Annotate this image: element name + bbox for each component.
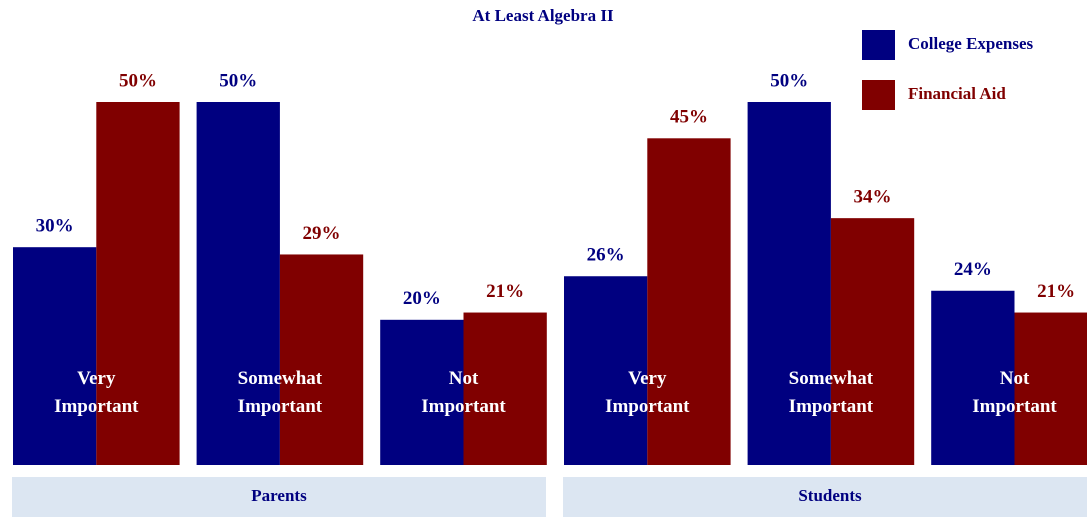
data-label: 26% xyxy=(587,245,625,266)
category-label: Somewhat Important xyxy=(789,368,874,417)
data-label: 50% xyxy=(770,70,808,91)
data-label: 34% xyxy=(854,187,892,208)
bar xyxy=(647,138,731,466)
category-label: Very Important xyxy=(605,368,690,417)
panel-label: Students xyxy=(798,486,862,505)
bar xyxy=(380,319,464,465)
bar xyxy=(96,102,180,465)
category-label: Not Important xyxy=(421,368,506,417)
data-label: 45% xyxy=(670,107,708,128)
bar xyxy=(931,290,1015,465)
legend-label: Financial Aid xyxy=(908,84,1006,103)
bar xyxy=(1014,312,1087,465)
bar xyxy=(830,218,915,465)
data-label: 21% xyxy=(1037,281,1075,302)
data-label: 29% xyxy=(303,223,341,244)
bar xyxy=(463,312,547,465)
panel-label-box xyxy=(563,477,1087,517)
category-label: Somewhat Important xyxy=(238,368,323,417)
panel-label: Parents xyxy=(251,486,307,505)
bar xyxy=(564,276,648,465)
bar xyxy=(279,254,364,465)
category-label: Very Important xyxy=(54,368,139,417)
data-label: 50% xyxy=(119,70,157,91)
legend-swatch xyxy=(862,80,895,110)
bar xyxy=(196,102,280,465)
chart-title: At Least Algebra II xyxy=(472,6,614,25)
category-label: Not Important xyxy=(972,368,1057,417)
bar xyxy=(13,247,97,465)
data-label: 50% xyxy=(219,70,257,91)
data-label: 30% xyxy=(36,216,74,237)
panel-label-box xyxy=(12,477,546,517)
legend-label: College Expenses xyxy=(908,34,1034,53)
data-label: 21% xyxy=(486,281,524,302)
data-label: 24% xyxy=(954,259,992,280)
legend-swatch xyxy=(862,30,895,60)
data-label: 20% xyxy=(403,288,441,309)
bar xyxy=(747,102,831,465)
